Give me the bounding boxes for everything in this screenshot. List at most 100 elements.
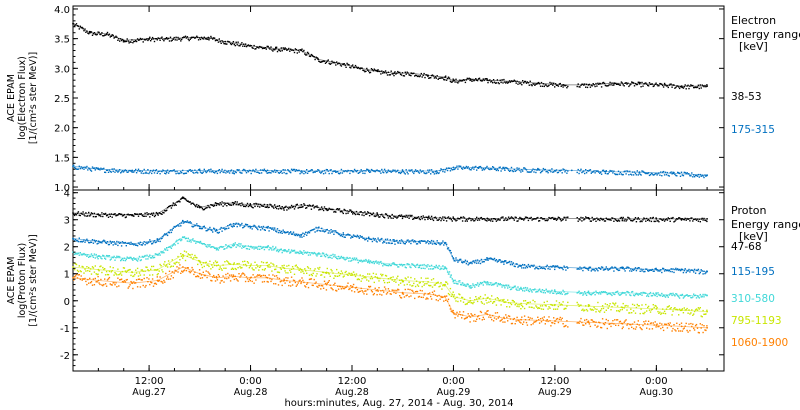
data-point [584,266,586,268]
data-point [302,270,304,273]
data-point [317,169,319,171]
data-point [422,281,424,283]
data-point [589,86,592,88]
data-point [652,85,654,88]
data-point [415,170,418,172]
data-point [557,216,560,218]
data-point [673,84,675,86]
data-point [392,169,394,171]
data-point [589,169,592,171]
data-point [100,278,102,281]
data-point [240,267,242,269]
data-point [495,259,498,261]
data-point [407,173,409,175]
data-point [169,278,172,280]
data-point [126,171,128,173]
data-point [666,219,669,221]
data-point [513,79,515,81]
data-point [336,171,338,173]
data-point [487,282,489,284]
data-point [248,267,251,269]
data-point [231,201,234,204]
data-point [542,291,545,294]
data-point [268,230,270,232]
data-point [581,267,583,269]
data-point [691,85,693,87]
data-point-115-195 [266,226,269,229]
data-point [693,293,695,295]
data-point [683,307,685,309]
data-point [107,278,110,280]
data-point [593,218,595,220]
data-point [455,300,457,302]
data-point [280,268,282,270]
data-point [579,86,581,88]
data-point [615,291,617,293]
data-point [488,283,490,286]
data-point [125,40,127,43]
data-point-1060-1900 [376,289,379,291]
data-point [182,37,184,39]
data-point [152,212,155,214]
data-point [408,217,410,219]
data-point [172,202,174,204]
data-point [171,170,173,172]
data-point [667,322,669,325]
data-point [612,217,614,220]
data-point [213,247,216,249]
data-point [151,243,153,245]
data-point-47-68 [182,197,184,200]
data-point [148,172,150,175]
data-point [290,276,293,278]
data-point [603,291,606,293]
data-point [475,320,477,322]
data-point [665,269,668,272]
data-point [262,274,265,277]
data-point [246,261,249,263]
data-point [547,219,549,221]
data-point [271,278,273,281]
data-point [517,286,519,288]
data-point [615,302,617,304]
data-point [449,217,452,219]
data-point [369,71,372,74]
data-point [218,247,220,249]
data-point [497,298,499,300]
data-point [400,214,403,216]
data-point [399,172,402,175]
data-point [671,330,673,332]
data-point [301,172,303,174]
data-point [112,282,114,284]
data-point [327,256,329,259]
data-point [295,233,297,235]
y-tick-label: 3 [64,216,70,227]
data-point [441,169,443,171]
data-point [646,310,648,312]
data-point [520,171,522,173]
data-point [596,292,598,294]
data-point [662,218,665,220]
data-point [349,272,351,275]
data-point [186,240,189,242]
data-point [429,217,431,219]
data-point [561,317,563,319]
data-point [448,217,451,220]
data-point [391,242,393,244]
data-point [306,282,309,284]
data-point [428,243,430,245]
data-point-795-1193 [655,308,658,310]
data-point [527,219,530,222]
data-point [495,318,498,320]
data-point [202,262,204,264]
data-point [223,42,225,45]
data-point [239,45,241,47]
data-point [258,225,260,227]
data-point [689,175,691,177]
data-point [349,172,351,175]
data-point [704,329,706,331]
data-point [218,268,220,270]
data-point [522,306,524,308]
data-point [542,218,545,220]
data-point [635,83,638,86]
data-point [332,272,334,274]
